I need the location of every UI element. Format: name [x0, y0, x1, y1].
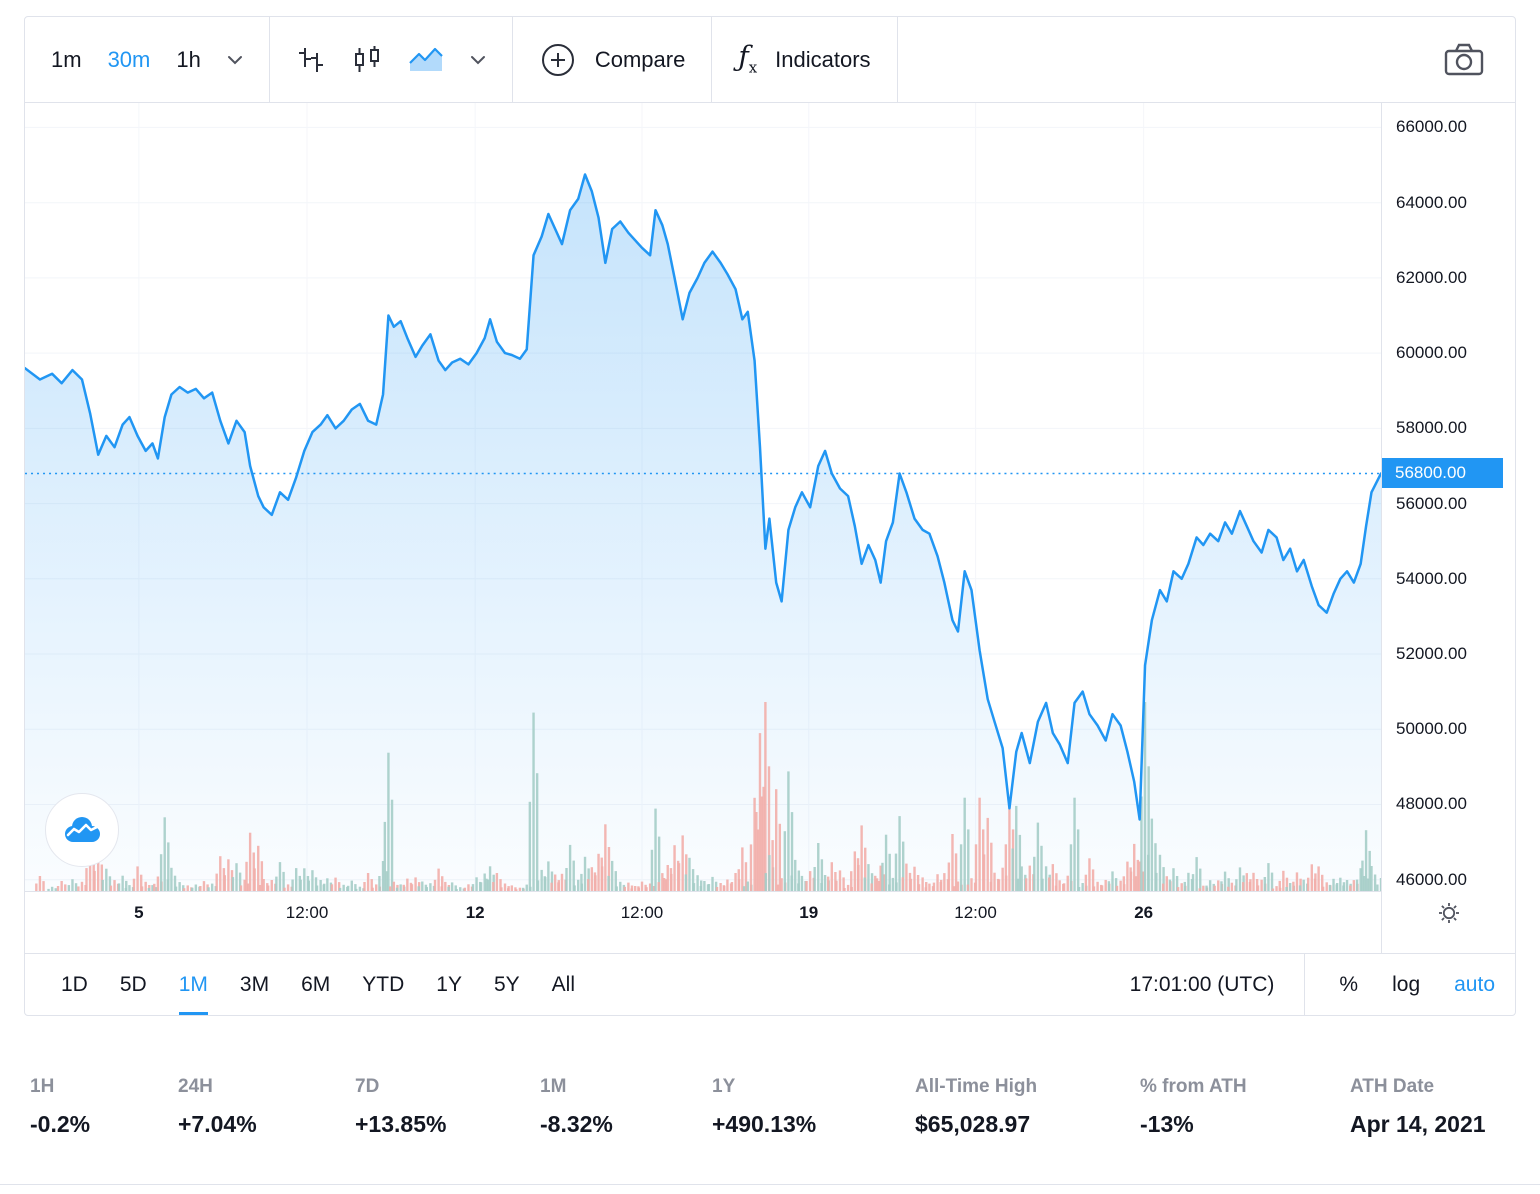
interval-1m-button[interactable]: 1m	[51, 46, 82, 72]
time-axis-label: 12:00	[620, 903, 664, 922]
bars-chart-icon[interactable]	[296, 45, 326, 75]
time-axis-label: 12:00	[954, 903, 997, 922]
price-axis-tick: 54000.00	[1396, 568, 1467, 588]
price-axis-tick: 52000.00	[1396, 644, 1467, 664]
stat-label: ATH Date	[1350, 1076, 1435, 1097]
chart-type-group	[270, 17, 513, 102]
stat-label: All-Time High	[915, 1076, 1038, 1097]
stat-1h: 1H -0.2%	[30, 1076, 178, 1138]
chart-widget: 1m 30m 1h	[24, 16, 1516, 1016]
interval-1h-button[interactable]: 1h	[176, 46, 201, 72]
indicators-label: Indicators	[775, 46, 871, 72]
auto-scale-button[interactable]: auto	[1454, 972, 1495, 996]
price-axis-tick: 56000.00	[1396, 493, 1467, 513]
indicators-button[interactable]: ƒx Indicators	[712, 17, 898, 102]
axis-corner	[1381, 891, 1515, 953]
price-axis-tick: 62000.00	[1396, 267, 1467, 287]
price-axis-tick: 60000.00	[1396, 343, 1467, 363]
area-chart-icon[interactable]	[408, 46, 444, 73]
stat-24h: 24H +7.04%	[178, 1076, 355, 1138]
percent-scale-button[interactable]: %	[1339, 972, 1359, 996]
bottom-toolbar: 1D 5D 1M 3M 6M YTD 1Y 5Y All 17:01:00 (U…	[25, 953, 1515, 1015]
stat-ath-date: ATH Date Apr 14, 2021	[1350, 1076, 1510, 1138]
stat-label: 7D	[355, 1076, 380, 1097]
current-price-label: 56800.00	[1382, 458, 1503, 489]
range-1y-button[interactable]: 1Y	[436, 972, 462, 996]
stat-label: 1H	[30, 1076, 55, 1097]
range-5y-button[interactable]: 5Y	[493, 972, 520, 996]
time-axis-label: 12:00	[285, 903, 329, 922]
log-scale-button[interactable]: log	[1392, 972, 1421, 996]
time-axis-label: 26	[1134, 903, 1154, 922]
range-ytd-button[interactable]: YTD	[362, 972, 405, 996]
plus-circle-icon	[539, 41, 577, 79]
stat-ath: All-Time High $65,028.97	[915, 1076, 1140, 1138]
price-chart-plot[interactable]	[25, 103, 1381, 891]
price-axis-tick: 58000.00	[1396, 418, 1467, 438]
divider	[0, 1184, 1540, 1185]
fx-icon: ƒx	[738, 40, 758, 77]
stat-value: -13%	[1140, 1111, 1194, 1137]
interval-30m-button[interactable]: 30m	[107, 46, 151, 72]
stat-value: +7.04%	[178, 1111, 257, 1137]
camera-icon	[1443, 42, 1485, 78]
price-chart-svg	[25, 103, 1381, 891]
range-3m-button[interactable]: 3M	[239, 972, 270, 996]
time-axis-label: 12	[465, 903, 485, 922]
divider	[1304, 954, 1306, 1015]
stat-label: % from ATH	[1140, 1076, 1247, 1097]
price-axis[interactable]: 56800.00 66000.00 64000.00 62000.00 60000.0…	[1381, 103, 1515, 891]
stat-value: $65,028.97	[915, 1111, 1031, 1137]
time-axis-row: 5 12:00 12 12:00 19 12:00 26	[25, 891, 1515, 953]
interval-group: 1m 30m 1h	[25, 17, 270, 102]
top-toolbar: 1m 30m 1h	[25, 17, 1515, 103]
stat-value: +13.85%	[355, 1111, 447, 1137]
price-axis-tick: 64000.00	[1396, 192, 1467, 212]
range-1m-button[interactable]: 1M	[178, 954, 208, 1015]
stat-value: -8.32%	[540, 1111, 613, 1137]
price-axis-tick: 46000.00	[1396, 869, 1467, 889]
screenshot-button[interactable]	[1413, 17, 1515, 102]
stat-1m: 1M -8.32%	[540, 1076, 712, 1138]
time-axis[interactable]: 5 12:00 12 12:00 19 12:00 26	[25, 891, 1381, 953]
range-all-button[interactable]: All	[551, 972, 575, 996]
stat-value: -0.2%	[30, 1111, 91, 1137]
price-axis-tick: 48000.00	[1396, 794, 1467, 814]
scale-controls: 17:01:00 (UTC) % log auto	[1130, 954, 1495, 1015]
price-axis-tick: 66000.00	[1396, 117, 1467, 137]
range-1d-button[interactable]: 1D	[61, 972, 88, 996]
compare-label: Compare	[594, 46, 686, 72]
provider-logo[interactable]	[45, 793, 119, 867]
range-5d-button[interactable]: 5D	[119, 972, 147, 996]
stat-value: +490.13%	[712, 1111, 817, 1137]
chart-area: 56800.00 66000.00 64000.00 62000.00 60000.0…	[25, 103, 1515, 891]
stat-value: Apr 14, 2021	[1350, 1111, 1486, 1137]
range-buttons: 1D 5D 1M 3M 6M YTD 1Y 5Y All	[45, 954, 591, 1015]
interval-chevron-down-icon[interactable]	[227, 55, 243, 65]
stat-label: 24H	[178, 1076, 213, 1097]
gear-icon[interactable]	[1437, 901, 1461, 953]
timestamp: 17:01:00 (UTC)	[1129, 972, 1275, 996]
compare-button[interactable]: Compare	[513, 17, 713, 102]
range-6m-button[interactable]: 6M	[301, 972, 331, 996]
price-axis-tick: 50000.00	[1396, 719, 1467, 739]
stat-label: 1M	[540, 1076, 567, 1097]
chart-type-chevron-down-icon[interactable]	[470, 55, 486, 65]
stats-footer: 1H -0.2% 24H +7.04% 7D +13.85% 1M -8.32%…	[0, 1016, 1540, 1138]
stat-7d: 7D +13.85%	[355, 1076, 540, 1138]
stat-1y: 1Y +490.13%	[712, 1076, 915, 1138]
time-axis-label: 5	[134, 903, 144, 922]
stat-pct-from-ath: % from ATH -13%	[1140, 1076, 1350, 1138]
candles-chart-icon[interactable]	[352, 45, 382, 75]
time-axis-label: 19	[799, 903, 819, 922]
stat-label: 1Y	[712, 1076, 736, 1097]
cloud-logo-icon	[59, 814, 105, 846]
